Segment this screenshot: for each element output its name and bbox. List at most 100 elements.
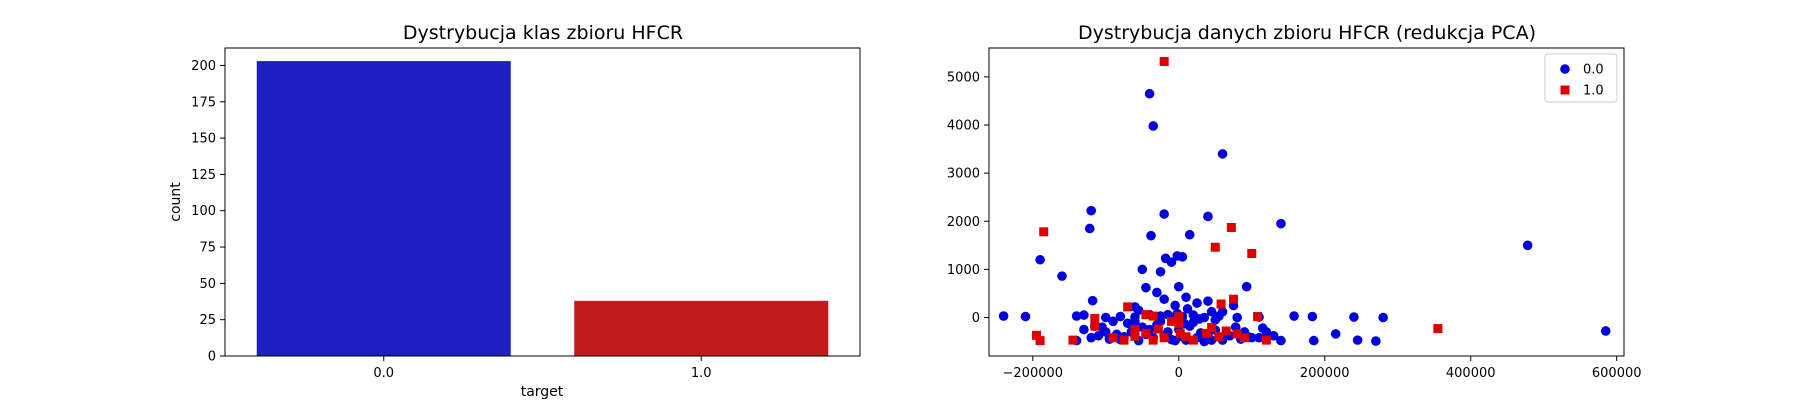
bar-1.0 — [574, 300, 829, 356]
scatter-point-0.0 — [1144, 88, 1155, 99]
scatter-point-0.0 — [1184, 229, 1195, 240]
scatter-point-0.0 — [1203, 211, 1213, 222]
scatter-point-1.0 — [1253, 312, 1263, 322]
scatter-point-1.0 — [1174, 319, 1184, 329]
scatter-point-1.0 — [1159, 333, 1169, 343]
scatter-point-1.0 — [1261, 335, 1271, 345]
scatter-point-0.0 — [1192, 298, 1202, 308]
scatter-point-1.0 — [1214, 332, 1224, 342]
scatter-point-0.0 — [1108, 316, 1118, 327]
scatter-point-0.0 — [1137, 264, 1148, 275]
scatter-point-1.0 — [1035, 336, 1045, 346]
scatter-point-1.0 — [1221, 326, 1231, 336]
scatter-point-1.0 — [1229, 294, 1239, 304]
scatter-point-1.0 — [1119, 335, 1129, 345]
bar-y-tick-label: 0 — [208, 350, 216, 365]
legend-marker-0.0 — [1560, 64, 1570, 74]
scatter-point-0.0 — [1170, 335, 1180, 346]
bar-y-axis: 0 25 50 75 100 125 150 175 200 — [191, 59, 225, 365]
bar-plot-frame — [224, 47, 861, 357]
scatter-point-0.0 — [1203, 296, 1213, 306]
scatter-point-1.0 — [1159, 56, 1169, 66]
scatter-y-tick-label: 3000 — [947, 167, 980, 182]
scatter-point-1.0 — [1153, 324, 1163, 334]
scatter-point-1.0 — [1175, 328, 1185, 338]
scatter-point-1.0 — [1148, 335, 1158, 345]
scatter-point-0.0 — [1093, 330, 1104, 341]
scatter-point-0.0 — [1182, 304, 1193, 314]
scatter-point-0.0 — [1087, 295, 1098, 306]
scatter-point-0.0 — [1330, 329, 1341, 339]
scatter-point-0.0 — [1289, 311, 1299, 321]
scatter-point-0.0 — [1130, 316, 1140, 327]
bar-chart: Dystrybucja klas zbioru HFCR 0 25 50 75 100 1… — [168, 22, 861, 400]
bar-y-tick-label: 125 — [191, 168, 216, 183]
scatter-point-1.0 — [1433, 324, 1443, 334]
scatter-point-1.0 — [1130, 331, 1140, 341]
scatter-point-0.0 — [1086, 205, 1096, 216]
scatter-point-1.0 — [1188, 335, 1198, 345]
scatter-chart-title: Dystrybucja danych zbioru HFCR (redukcja… — [1078, 22, 1536, 44]
scatter-point-0.0 — [1246, 332, 1257, 343]
bar-x-axis-label: target — [521, 384, 564, 400]
scatter-point-1.0 — [1130, 325, 1140, 335]
bar-series — [256, 61, 829, 356]
scatter-point-0.0 — [1241, 281, 1252, 292]
scatter-point-0.0 — [1115, 311, 1126, 322]
scatter-point-0.0 — [1159, 209, 1169, 219]
bar-0.0 — [256, 61, 511, 356]
scatter-point-1.0 — [1226, 223, 1236, 233]
scatter-point-0.0 — [1130, 302, 1140, 312]
scatter-point-0.0 — [1177, 252, 1188, 262]
legend-box — [1544, 53, 1618, 103]
scatter-x-tick-label: 600000 — [1592, 366, 1642, 381]
scatter-point-0.0 — [1166, 257, 1177, 267]
scatter-point-0.0 — [1308, 335, 1319, 346]
scatter-point-1.0 — [1202, 328, 1212, 338]
scatter-point-0.0 — [1349, 312, 1359, 322]
scatter-point-1.0 — [1123, 302, 1133, 312]
scatter-point-0.0 — [1378, 312, 1388, 323]
scatter-point-0.0 — [1206, 306, 1217, 317]
scatter-point-0.0 — [1148, 121, 1159, 131]
scatter-point-1.0 — [1210, 242, 1220, 252]
scatter-point-1.0 — [1174, 312, 1184, 322]
scatter-point-0.0 — [1194, 314, 1205, 324]
legend-label-0.0: 0.0 — [1583, 63, 1604, 78]
scatter-point-1.0 — [1232, 329, 1242, 339]
scatter-point-0.0 — [1268, 330, 1279, 341]
scatter-point-1.0 — [1039, 227, 1049, 237]
scatter-legend: 0.01.0 — [1544, 53, 1618, 103]
scatter-point-1.0 — [1068, 335, 1078, 345]
scatter-point-0.0 — [998, 311, 1009, 321]
bar-y-tick-label: 25 — [199, 313, 216, 328]
scatter-point-1.0 — [1239, 333, 1249, 343]
scatter-point-0.0 — [1097, 322, 1107, 332]
scatter-point-0.0 — [1141, 282, 1151, 293]
scatter-point-1.0 — [1090, 321, 1100, 331]
scatter-point-0.0 — [1232, 312, 1242, 323]
bar-chart-title: Dystrybucja klas zbioru HFCR — [403, 22, 683, 44]
scatter-point-0.0 — [1146, 230, 1156, 241]
scatter-chart: Dystrybucja danych zbioru HFCR (redukcja… — [947, 22, 1642, 381]
scatter-point-0.0 — [1199, 336, 1210, 347]
legend-label-1.0: 1.0 — [1583, 84, 1604, 99]
scatter-point-1.0 — [1090, 313, 1100, 323]
scatter-point-0.0 — [1155, 316, 1166, 327]
scatter-point-1.0 — [1166, 316, 1176, 326]
scatter-point-0.0 — [1371, 336, 1381, 346]
scatter-point-0.0 — [1084, 223, 1095, 234]
scatter-point-0.0 — [1181, 292, 1191, 303]
scatter-point-0.0 — [1210, 315, 1221, 325]
scatter-point-0.0 — [1159, 294, 1169, 305]
scatter-point-0.0 — [1276, 218, 1286, 229]
scatter-point-0.0 — [1352, 335, 1363, 345]
scatter-plot-frame — [988, 47, 1625, 357]
scatter-point-0.0 — [1254, 332, 1264, 343]
scatter-point-0.0 — [1020, 311, 1031, 322]
scatter-point-1.0 — [1108, 333, 1118, 343]
scatter-point-1.0 — [1148, 311, 1158, 321]
scatter-point-0.0 — [1217, 149, 1228, 159]
scatter-point-1.0 — [1207, 323, 1217, 333]
